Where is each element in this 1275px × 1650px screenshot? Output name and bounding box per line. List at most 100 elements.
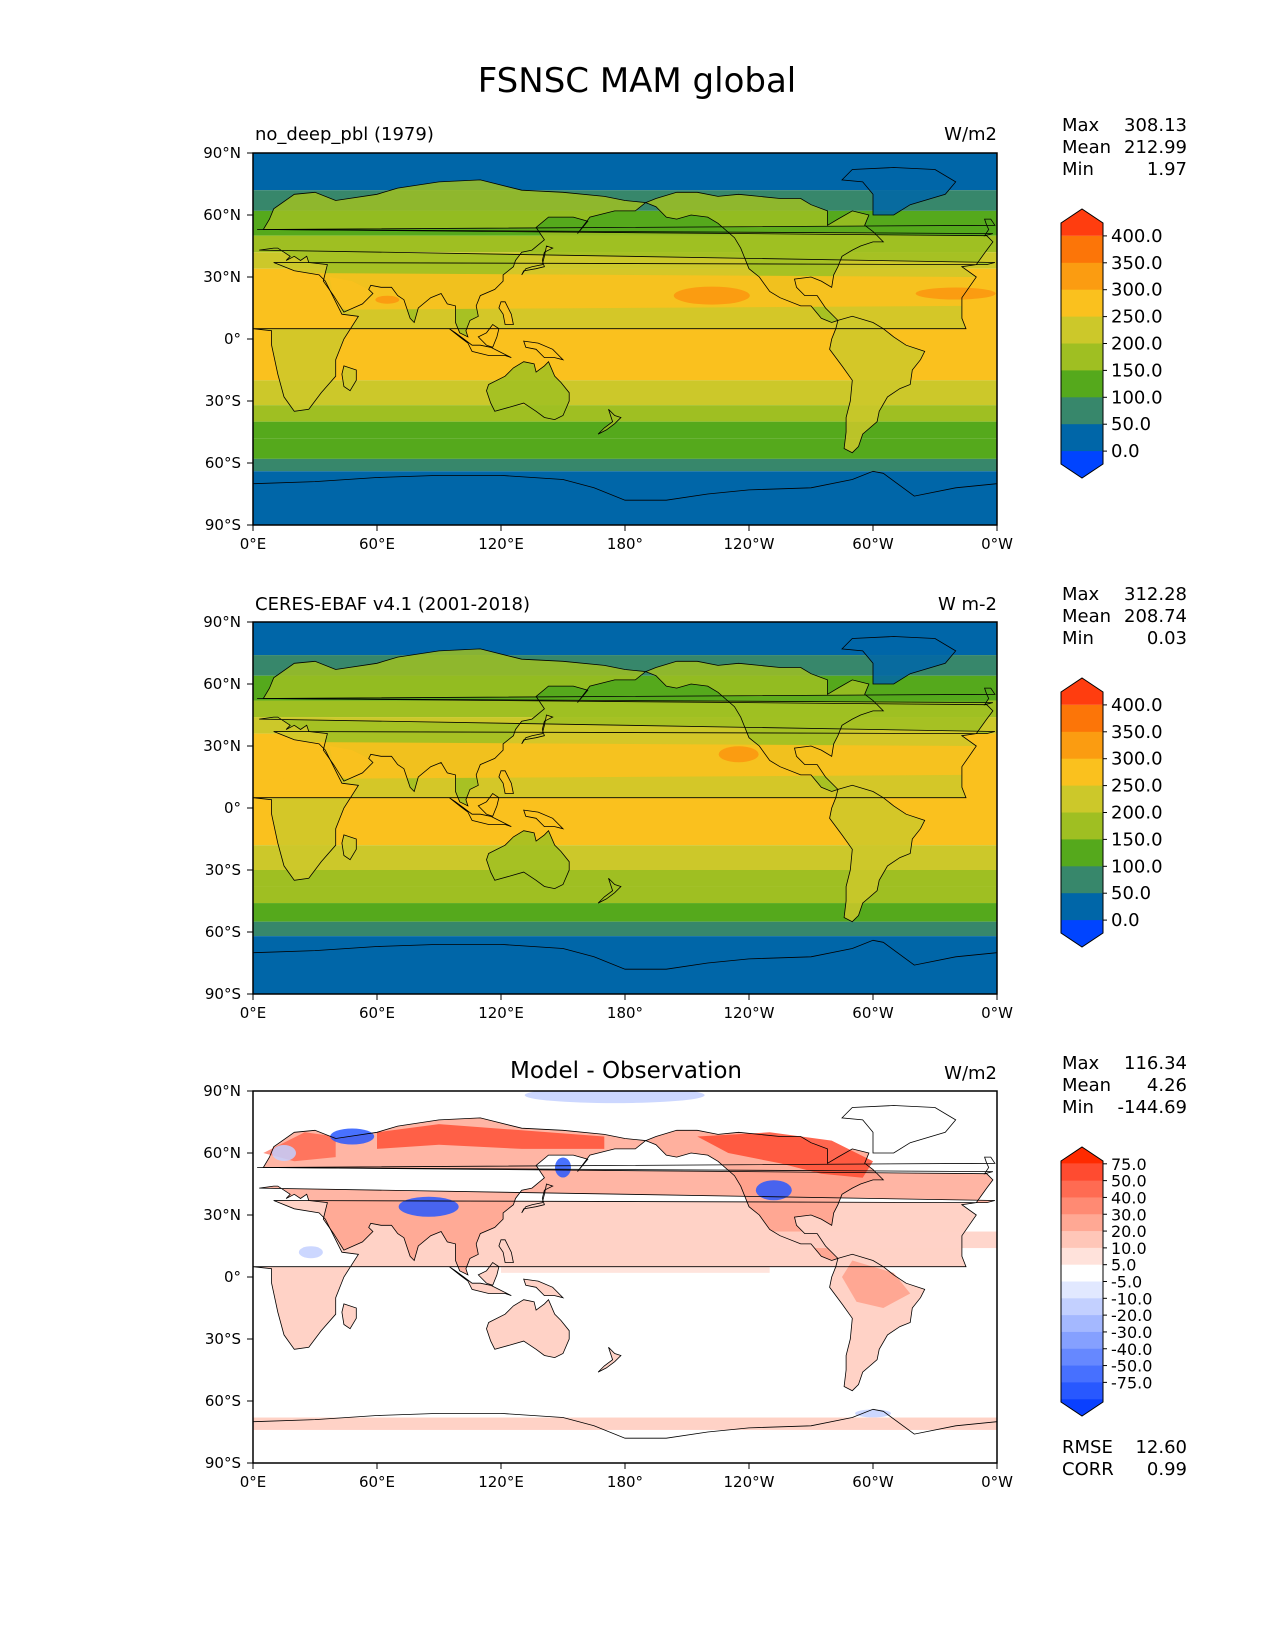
y-tick-label: 60°N [203,1144,241,1162]
diff-pos-siberia [377,1124,605,1149]
panel-name: no_deep_pbl (1979) [255,124,434,145]
colorbar-segment [1061,1348,1103,1367]
land-indonesia [449,797,512,827]
x-tick-label: 0°E [240,1473,267,1491]
colorbar-segment [1061,893,1103,921]
hot-spot [375,295,400,304]
colorbar-segment [1061,289,1103,318]
colorbar-label: 300.0 [1111,280,1163,301]
colorbar: 400.0 350.0 300.0 250.0 200.0 150.0 100.0 50.0 0… [1060,208,1163,479]
diff-pos-pacific-band [501,1252,770,1273]
map-field [253,153,997,525]
diff-negative [398,1196,459,1217]
colorbar-extend-top [1061,1147,1103,1164]
land-northAmerica [645,192,884,323]
land-southAmerica [829,316,925,453]
coastline-newGuinea [523,1278,565,1299]
stat-value: 312.28 [1124,584,1187,605]
land-southAmerica [829,785,925,922]
y-tick-label: 90°S [205,1454,241,1472]
colorbar-label: 400.0 [1111,226,1163,247]
land-arabia [329,746,369,780]
y-tick-label: 90°S [205,516,241,534]
diff-pos-atlantic-band [769,1231,997,1249]
coastline-newZealand [597,1347,622,1373]
arctic-cap [253,622,997,643]
x-tick-label: 60°W [852,1473,894,1491]
colorbar-segment [1061,1281,1103,1299]
axis-ticks: 0°E 60°E 120°E 180° 120°W 60°W 0°W 90°N 60°N 30°N… [203,144,1013,553]
colorbar-label: 50.0 [1111,1172,1147,1191]
stat-label: Mean [1062,1075,1111,1096]
coastline-uk [257,687,996,706]
colorbar-segment [1061,1264,1103,1282]
y-tick-label: 0° [224,799,241,817]
coastline-newZealand [597,878,622,904]
coastline-australia [486,829,570,890]
figure-title: FSNSC MAM global [478,61,797,101]
coastline-philippines [498,770,514,794]
stat-value: 208.74 [1124,606,1187,627]
x-tick-label: 120°E [478,535,524,553]
colorbar-segment [1061,1247,1103,1266]
footer-label: CORR [1062,1459,1114,1480]
coastline-australia [486,1298,570,1359]
stat-value: 212.99 [1124,137,1187,158]
x-tick-label: 0°W [981,1004,1013,1022]
land-greenland [842,167,956,215]
land-europeAsia [259,179,995,337]
colorbar-label: 30.0 [1111,1205,1147,1224]
coastline-southAmerica [829,1253,926,1392]
coastline-uk [257,218,996,237]
coastline-antarctica [253,1408,997,1439]
colorbar-segment [1061,397,1103,425]
colorbar-label: 5.0 [1111,1256,1136,1275]
colorbar-label: 50.0 [1111,883,1151,904]
panel-units: W/m2 [944,124,997,145]
coastline-philippines [498,1239,514,1263]
panel-units: W m-2 [938,594,997,615]
colorbar-label: -5.0 [1111,1273,1142,1292]
colorbar-label: -75.0 [1111,1373,1152,1392]
zonal-band [253,921,997,937]
y-tick-label: 60°S [205,454,241,472]
diff-pos-indonesia [449,1266,512,1296]
arctic-cap [253,153,997,174]
land-northAmerica [645,661,884,792]
y-tick-label: 30°S [205,1330,241,1348]
land-uk [257,219,995,236]
x-tick-label: 60°E [359,1473,395,1491]
colorbar-label: 100.0 [1111,856,1163,877]
coastline-newZealand [597,409,622,435]
land-newGuinea [523,341,563,360]
coastline-greenland [841,636,957,685]
colorbar-outline [1060,1146,1104,1417]
diff-negative [330,1128,375,1145]
colorbar-label: 75.0 [1111,1155,1147,1174]
x-tick-label: 0°W [981,535,1013,553]
y-tick-label: 30°S [205,861,241,879]
coastline-antarctica [253,939,997,970]
colorbar-segment [1061,424,1103,452]
colorbar: 75.050.040.030.020.010.05.0-5.0-10.0-20.… [1060,1146,1152,1417]
colorbar-segment [1061,1197,1103,1215]
x-tick-label: 60°W [852,1004,894,1022]
x-tick-label: 60°W [852,535,894,553]
colorbar-label: 0.0 [1111,910,1140,931]
land-madagascar [341,834,357,860]
stat-value: 0.03 [1147,628,1187,649]
stat-label: Mean [1062,606,1111,627]
stats-block: Max 312.28 Mean 208.74 Min 0.03 [1062,584,1187,649]
colorbar-segment [1061,758,1103,787]
x-tick-label: 120°W [724,1473,775,1491]
stat-value: 4.26 [1147,1075,1187,1096]
diff-pos-amazon [842,1260,911,1308]
stat-label: Min [1062,159,1094,180]
coastline-greenland [841,1105,957,1154]
x-tick-label: 60°E [359,535,395,553]
colorbar-segment [1061,1382,1103,1400]
colorbar-segment [1061,866,1103,894]
colorbar-segment [1061,1231,1103,1249]
axis-ticks: 0°E 60°E 120°E 180° 120°W 60°W 0°W 90°N 60°N 30°N… [203,1082,1013,1491]
